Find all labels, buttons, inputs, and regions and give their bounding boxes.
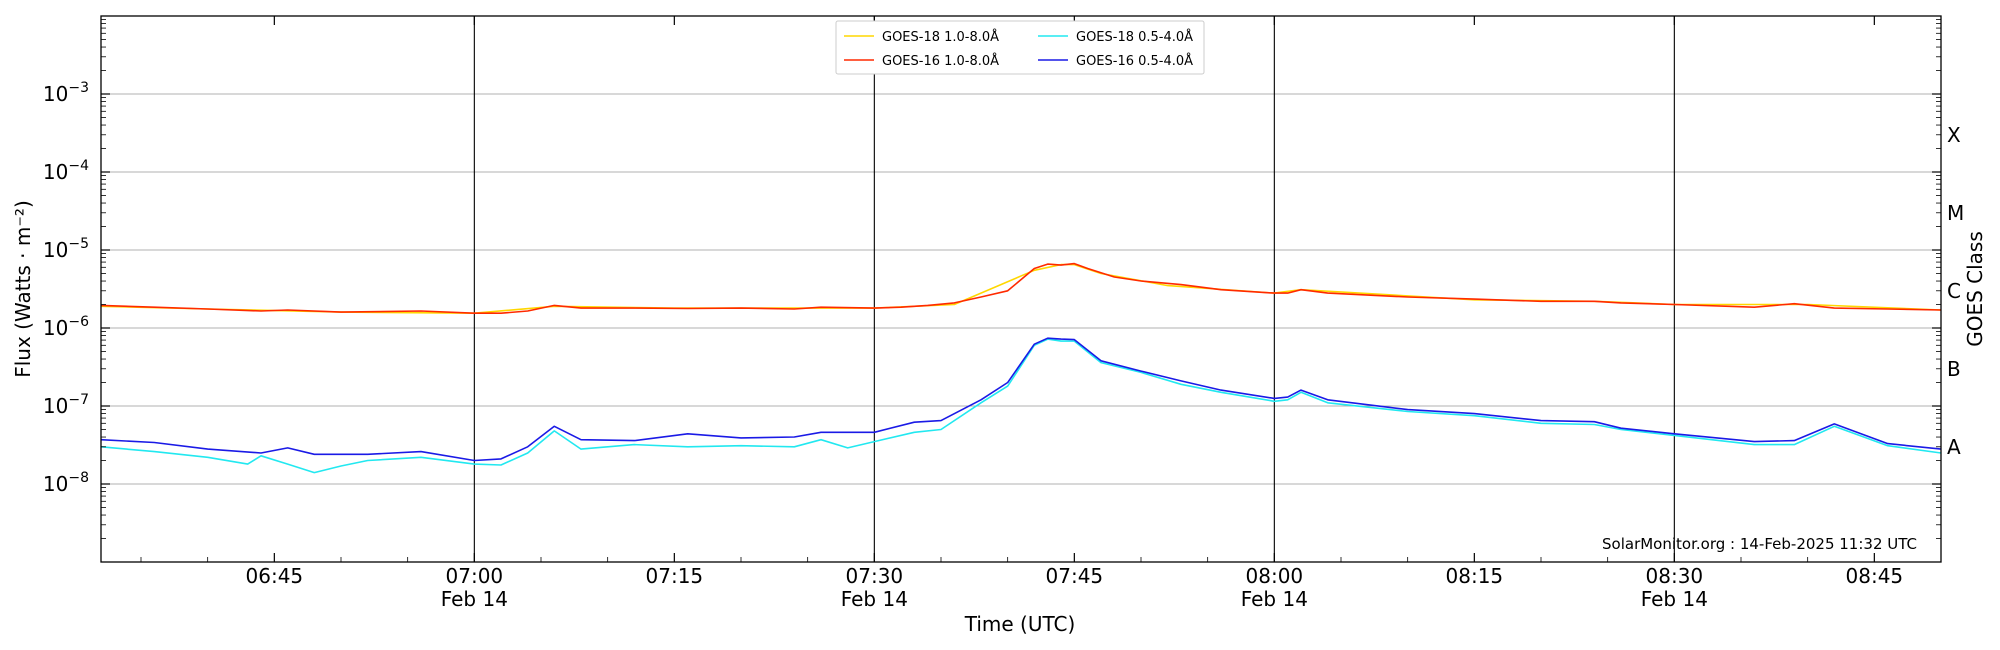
- x-tick-label: 08:30: [1646, 564, 1704, 588]
- y-tick-label: 10−5: [43, 236, 89, 262]
- series-line-3: [100, 338, 1942, 474]
- y-tick-label: 10−3: [43, 80, 89, 106]
- y-tick-label: 10−4: [43, 158, 89, 184]
- x-tick-label: 08:00: [1246, 564, 1304, 588]
- goes-class-label: X: [1947, 123, 1961, 147]
- goes-class-label: M: [1947, 201, 1964, 225]
- goes-class-label: B: [1947, 357, 1961, 381]
- x-tick-label: 07:15: [646, 564, 704, 588]
- grid-layer: [101, 93, 1941, 485]
- x-tick-label: 06:45: [246, 564, 304, 588]
- series-line-1: [100, 263, 1942, 315]
- y2-axis-title: GOES Class: [1963, 231, 1987, 347]
- legend-label: GOES-18 0.5-4.0Å: [1076, 29, 1193, 45]
- legend-label: GOES-16 0.5-4.0Å: [1076, 53, 1193, 69]
- legend-label: GOES-18 1.0-8.0Å: [882, 29, 999, 45]
- goes-class-label: C: [1947, 279, 1961, 303]
- y-axis-title: Flux (Watts · m⁻²): [11, 200, 35, 378]
- goes-class-label: A: [1947, 435, 1961, 459]
- plot-frame: [100, 15, 1942, 563]
- series-line-4: [100, 337, 1942, 462]
- series-line-2: [100, 262, 1942, 315]
- credit-text: SolarMonitor.org : 14-Feb-2025 11:32 UTC: [1602, 535, 1917, 553]
- x-tick-date-label: Feb 14: [841, 587, 908, 611]
- x-tick-label: 08:45: [1846, 564, 1904, 588]
- y-tick-label: 10−7: [43, 392, 89, 418]
- y-tick-label: 10−8: [43, 470, 89, 496]
- vertical-marker-layer: [473, 16, 1675, 562]
- tick-layer: [101, 16, 1941, 562]
- y-tick-label: 10−6: [43, 314, 89, 340]
- legend: GOES-18 1.0-8.0Å GOES-16 1.0-8.0Å GOES-18 …: [835, 20, 1205, 75]
- x-tick-label: 08:15: [1446, 564, 1504, 588]
- x-tick-label: 07:30: [846, 564, 904, 588]
- x-tick-date-label: Feb 14: [1641, 587, 1708, 611]
- legend-label: GOES-16 1.0-8.0Å: [882, 53, 999, 69]
- x-tick-label: 07:00: [446, 564, 504, 588]
- x-tick-date-label: Feb 14: [1241, 587, 1308, 611]
- x-tick-label: 07:45: [1046, 564, 1104, 588]
- series-layer: [100, 262, 1942, 474]
- x-tick-date-label: Feb 14: [441, 587, 508, 611]
- x-axis-title: Time (UTC): [964, 612, 1076, 636]
- legend-box: [835, 20, 1205, 75]
